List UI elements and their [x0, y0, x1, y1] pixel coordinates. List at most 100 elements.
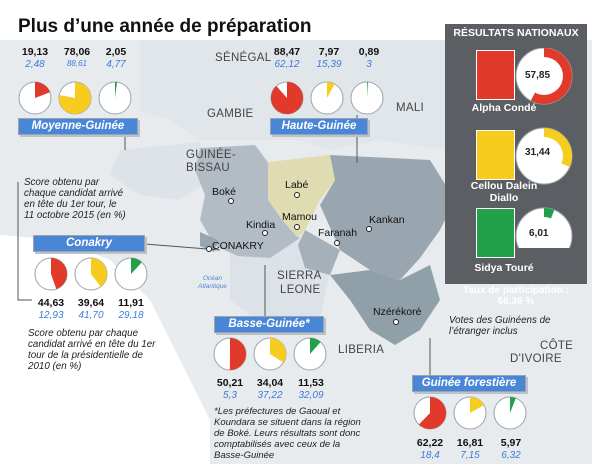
candidate-photo-toure	[476, 208, 515, 258]
pie-slice-4-2	[510, 397, 516, 413]
pct-conde: 57,85	[525, 70, 551, 81]
participation-label: Taux de participation :	[463, 285, 569, 296]
participation: Taux de participation : 68,36 %	[445, 285, 587, 307]
city-dot-kindia	[262, 230, 268, 236]
conakry-2015-diallo: 39,64	[77, 297, 105, 309]
country-guinee-bissau-2: BISSAU	[186, 162, 230, 174]
pie-slice-2-0	[51, 258, 67, 290]
banner-conakry: Conakry	[33, 235, 145, 252]
forest-pies	[413, 396, 527, 430]
country-cote-divoire-1: CÔTE	[540, 340, 574, 352]
city-dot-nzerekore	[393, 319, 399, 325]
city-conakry: CONAKRY	[212, 240, 264, 252]
city-nzerekore: Nzérékoré	[373, 306, 422, 318]
conakry-pies	[34, 257, 148, 291]
country-guinee-bissau-1: GUINÉE-	[186, 149, 237, 161]
haute-pies	[270, 81, 384, 115]
moyenne-2010-toure: 4,77	[106, 59, 126, 70]
city-mamou: Mamou	[282, 211, 318, 223]
donut-hole-2	[525, 217, 563, 248]
region-basse-guinee	[195, 145, 300, 258]
donut-hole-1	[525, 137, 563, 175]
region-guinee-forestiere	[330, 265, 440, 345]
pie-slice-2-1	[91, 258, 107, 287]
banner-basse-guinee: Basse-Guinée*	[214, 316, 324, 333]
pie-slice-4-0	[418, 397, 446, 429]
banner-moyenne-guinee: Moyenne-Guinée	[18, 118, 138, 135]
forest-2010-conde: 18,4	[420, 450, 440, 461]
city-dot-labe	[294, 192, 300, 198]
pie-slice-0-0	[35, 82, 50, 98]
conakry-2015-toure: 11,91	[118, 297, 144, 309]
moyenne-2015-diallo: 78,06	[63, 46, 91, 58]
moyenne-pies	[18, 81, 132, 115]
candidate-photo-diallo	[476, 130, 515, 180]
pie-slice-2-2	[131, 258, 142, 274]
pie-slice-0-1	[59, 82, 92, 114]
country-cote-divoire-2: D'IVOIRE	[510, 353, 562, 365]
country-sierra-leone-1: SIERRA	[277, 270, 322, 282]
forest-2015-toure: 5,97	[500, 437, 522, 449]
national-donuts	[515, 48, 573, 248]
region-moyenne-guinee	[268, 155, 335, 238]
city-kankan: Kankan	[369, 214, 405, 226]
region-centre	[298, 230, 340, 275]
pie-slice-3-1	[270, 338, 286, 363]
haute-2015-diallo: 7,97	[318, 46, 340, 58]
candidate-name-conde: Alpha Condé	[471, 102, 537, 114]
haute-2015-conde: 88,47	[273, 46, 301, 58]
note-2010: Score obtenu par chaque candidat arrivé …	[28, 328, 156, 372]
candidate-name-diallo: Cellou Dalein Diallo	[470, 180, 538, 204]
page-title: Plus d’une année de préparation	[18, 16, 312, 37]
city-dot-boke	[228, 198, 234, 204]
pct-toure: 6,01	[529, 228, 549, 239]
moyenne-2015-condé: 19,13	[21, 46, 49, 58]
conakry-2010-conde: 12,93	[38, 310, 64, 321]
basse-pies	[213, 337, 327, 371]
city-boke: Boké	[212, 186, 236, 198]
banner-haute-guinee: Haute-Guinée	[270, 118, 368, 135]
donut-hole-0	[525, 57, 563, 95]
forest-2010-diallo: 7,15	[460, 450, 480, 461]
note-2015: Score obtenu par chaque candidat arrivé …	[24, 177, 126, 221]
pie-slice-3-2	[310, 338, 321, 354]
haute-2010-diallo: 15,39	[316, 59, 342, 70]
haute-2010-conde: 62,12	[274, 59, 300, 70]
city-dot-conakry	[206, 246, 212, 252]
candidate-name-toure: Sidya Touré	[474, 262, 534, 274]
forest-2015-conde: 62,22	[416, 437, 444, 449]
forest-2010-toure: 6,32	[501, 450, 521, 461]
pie-slice-1-0	[271, 82, 303, 114]
city-dot-mamou	[294, 224, 300, 230]
pie-slice-0-2	[115, 82, 118, 98]
city-kindia: Kindia	[246, 219, 276, 231]
conakry-2010-diallo: 41,70	[78, 310, 104, 321]
region-conakry	[200, 232, 218, 252]
forest-2015-diallo: 16,81	[456, 437, 484, 449]
candidate-photo-conde	[476, 50, 515, 100]
basse-2015-toure: 11,53	[298, 377, 324, 389]
conakry-2010-toure: 29,18	[118, 310, 144, 321]
ocean-label: Océan Atlantique	[198, 275, 227, 290]
city-faranah: Faranah	[318, 227, 358, 239]
leader-line-note	[17, 182, 32, 301]
moyenne-2010-condé: 2,48	[25, 59, 45, 70]
participation-value: 68,36 %	[497, 296, 535, 307]
banner-guinee-forestiere: Guinée forestière	[412, 375, 526, 392]
basse-2010-diallo: 37,22	[257, 390, 283, 401]
pie-slice-4-1	[470, 397, 484, 413]
haute-2015-toure: 0,89	[358, 46, 380, 58]
pct-diallo: 31,44	[525, 147, 551, 158]
guinea-bissau-land	[110, 142, 210, 200]
basse-2010-conde: 5,3	[223, 390, 237, 401]
basse-2010-toure: 32,09	[298, 390, 324, 401]
city-dot-faranah	[334, 240, 340, 246]
note-diaspora: Votes des Guinéens de l’étranger inclus	[449, 315, 551, 337]
pie-slice-3-0	[229, 338, 246, 370]
moyenne-2015-toure: 2,05	[105, 46, 127, 58]
country-sierra-leone-2: LEONE	[280, 284, 321, 296]
country-gambie: GAMBIE	[207, 108, 254, 120]
results-heading: RÉSULTATS NATIONAUX	[453, 27, 579, 39]
conakry-2015-conde: 44,63	[37, 297, 65, 309]
region-haute-guinee	[320, 155, 455, 280]
